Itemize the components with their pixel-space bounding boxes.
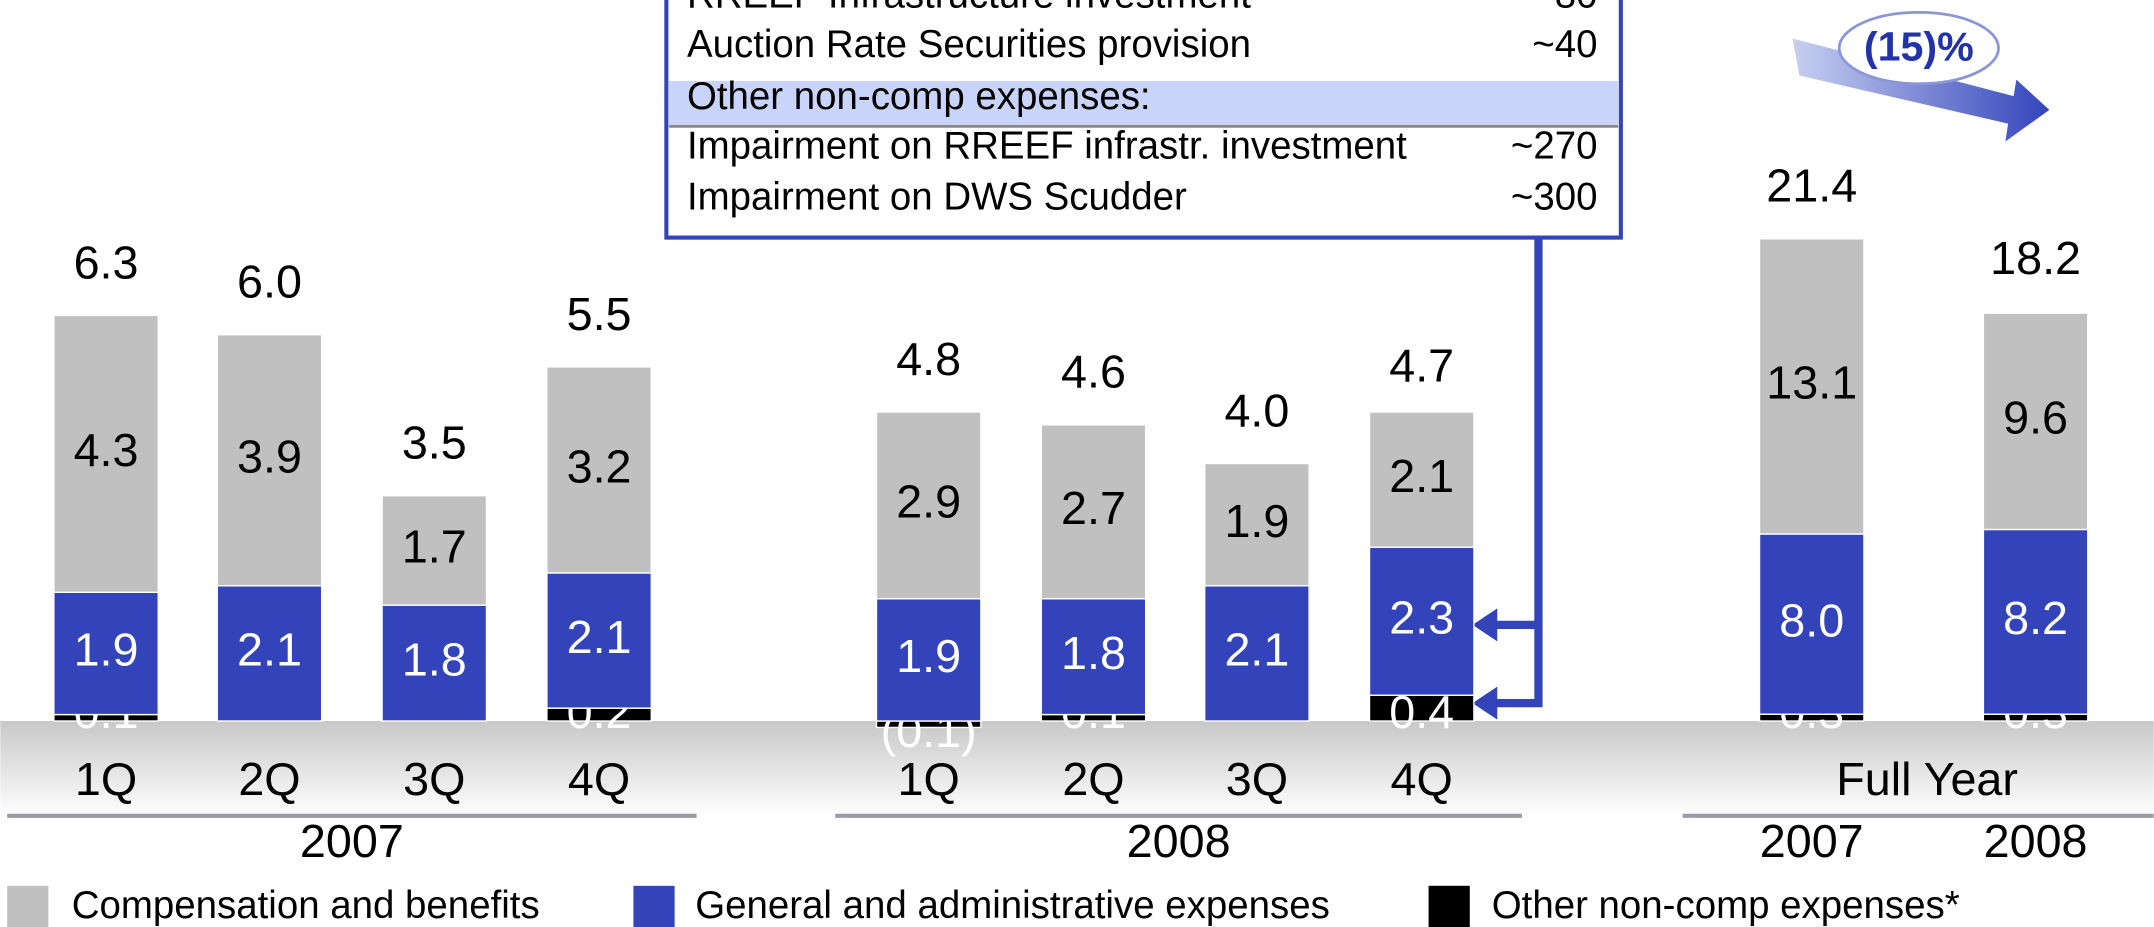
group-label: Full Year [1836, 753, 2018, 805]
total-label: 4.7 [1389, 339, 1454, 391]
data-label: 3.9 [237, 431, 302, 483]
total-label: 6.3 [74, 236, 139, 288]
x-tick-label: 2Q [238, 753, 300, 805]
callout-value: ~40 [1532, 23, 1597, 66]
change-label: (15)% [1864, 23, 1974, 69]
bar-segment [381, 495, 488, 606]
bar-segment [1368, 694, 1475, 722]
x-tick-label: 3Q [403, 753, 465, 805]
legend-label: Other non-comp expenses* [1492, 884, 1960, 927]
legend-swatch [1428, 885, 1470, 927]
total-label: 6.0 [237, 256, 302, 308]
callout-text: Impairment on DWS Scudder [687, 175, 1187, 218]
callout-value: ~80 [1532, 0, 1597, 16]
data-label: 2.7 [1061, 482, 1126, 534]
x-tick-label: 1Q [75, 753, 137, 805]
bar-segment [1204, 462, 1310, 587]
bar-segment [1040, 598, 1147, 716]
bar-segment [53, 314, 159, 593]
total-label: 21.4 [1766, 160, 1857, 212]
bar-segment [1368, 411, 1475, 548]
bar-segment [1758, 533, 1865, 715]
bar-segment [216, 585, 323, 722]
arrow-head [1472, 686, 1498, 720]
callout-highlight [669, 81, 1619, 125]
data-label: 13.1 [1766, 357, 1857, 409]
x-tick-label: 4Q [1391, 753, 1453, 805]
x-tick-label: 2008 [1984, 815, 2088, 867]
legend-swatch [7, 885, 49, 927]
data-label: 1.8 [402, 633, 467, 685]
arrow-head [1472, 608, 1498, 642]
data-label: 2.1 [237, 624, 302, 676]
total-label: 18.2 [1990, 232, 2081, 284]
group-label: 2008 [1127, 815, 1231, 867]
x-tick-label: 2Q [1062, 753, 1124, 805]
x-tick-label: 4Q [568, 753, 630, 805]
data-label: 1.9 [74, 624, 139, 676]
bar-segment [1040, 424, 1147, 600]
floor [0, 721, 2154, 818]
data-label: 9.6 [2003, 392, 2068, 444]
bar-segment [875, 598, 982, 722]
data-label: 1.8 [1061, 627, 1126, 679]
legend-swatch [633, 885, 675, 927]
x-tick-label: 2007 [1760, 815, 1864, 867]
data-label: 1.7 [402, 521, 467, 573]
total-label: 4.8 [896, 333, 961, 385]
change-bubble [1837, 10, 2000, 86]
data-label: 2.1 [1224, 624, 1289, 676]
bar-segment [875, 411, 982, 600]
data-label: 2.1 [567, 611, 632, 663]
data-label: 1.9 [896, 630, 961, 682]
callout-text: Auction Rate Securities provision [687, 23, 1251, 66]
connector [1490, 237, 1543, 708]
data-label: 8.2 [2003, 592, 2068, 644]
bar-segment [546, 572, 652, 709]
bar-segment [1982, 312, 2089, 531]
data-label: 2.9 [896, 476, 961, 528]
data-label: 4.3 [74, 424, 139, 476]
x-tick-label: 3Q [1226, 753, 1288, 805]
bar-segment [216, 334, 323, 587]
bar-segment [1758, 238, 1865, 535]
data-label: 2.1 [1389, 450, 1454, 502]
total-label: 4.6 [1061, 346, 1126, 398]
data-label: 3.2 [567, 440, 632, 492]
bar-segment [1204, 585, 1310, 722]
callout-value: ~300 [1511, 175, 1598, 218]
bar-segment [1368, 546, 1475, 696]
callout: RREEF Infrastructure investment ~80 Auctio… [664, 0, 1623, 720]
data-label: 8.0 [1779, 594, 1844, 646]
data-label: 2.3 [1389, 592, 1454, 644]
callout-text: RREEF Infrastructure investment [687, 0, 1251, 16]
total-label: 4.0 [1224, 384, 1289, 436]
bar-segment [1982, 528, 2089, 715]
total-label: 5.5 [567, 288, 632, 340]
x-tick-label: 1Q [898, 753, 960, 805]
callout-subheader: Other non-comp expenses: [687, 75, 1151, 118]
callout-value: ~270 [1511, 124, 1598, 167]
group-label: 2007 [300, 815, 404, 867]
total-label: 3.5 [402, 417, 467, 469]
legend-label: General and administrative expenses [695, 884, 1330, 927]
data-label: 1.9 [1224, 495, 1289, 547]
callout-text: Impairment on RREEF infrastr. investment [687, 124, 1407, 167]
bar-segment [546, 366, 652, 574]
bar-segment [53, 591, 159, 716]
legend-label: Compensation and benefits [72, 884, 540, 927]
